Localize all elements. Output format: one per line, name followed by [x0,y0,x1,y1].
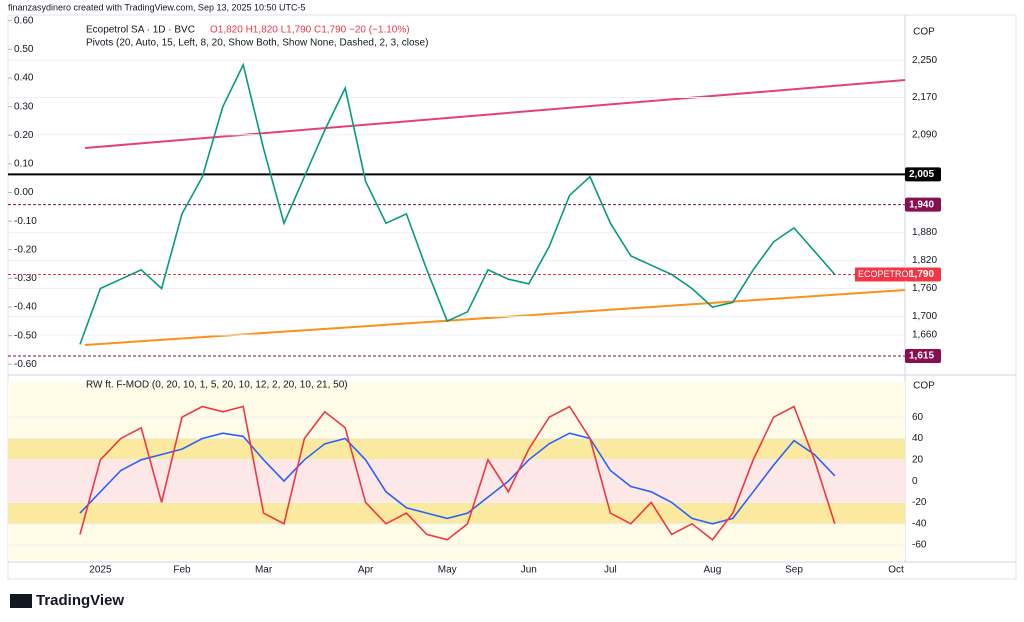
price-tag-label: 1,615 [909,351,934,362]
y-tick-label: 1,760 [912,283,937,294]
y-tick-label: 0 [912,476,918,487]
price-tag-label: 1,790 [909,269,934,280]
credit: finanzasydinero created with TradingView… [8,2,306,12]
y-tick-label: -20 [912,497,927,508]
y2-tick-label: -0.30 [14,273,37,284]
y-tick-label: 20 [912,454,924,465]
y-tick-label: 1,660 [912,330,937,341]
y2-tick-label: -0.50 [14,330,37,341]
trend-line [84,79,906,149]
frame [7,14,1017,580]
y-tick-label: 2,090 [912,129,937,140]
y-tick-label: -60 [912,540,927,551]
x-tick-label: May [438,565,457,576]
y-tick-label: 1,820 [912,255,937,266]
price-tag-label: 2,005 [909,169,934,180]
series-line [79,62,836,345]
currency: COP [913,27,935,38]
symbol: Ecopetrol SA · 1D · BVC [86,25,195,36]
marks: 1,660 1,700 1,760 1,820 1,880 2,090 2,170 2,250… [8,15,941,576]
y2-tick-label: 0.50 [14,44,34,55]
x-tick-label: Aug [704,565,722,576]
pivots-label: Pivots (20, Auto, 15, Left, 8, 20, Show … [86,38,428,49]
brand: TradingView [36,592,124,609]
y2-tick-label: 0.10 [14,159,34,170]
y2-tick-label: -0.60 [14,359,37,370]
y2-tick-label: -0.40 [14,302,37,313]
y2-tick-label: -0.10 [14,216,37,227]
y2-tick-label: 0.60 [14,15,34,26]
y2-tick-label: -0.20 [14,244,37,255]
x-tick-label: 2025 [89,565,112,576]
y-tick-label: -40 [912,518,927,529]
y-tick-label: 1,700 [912,311,937,322]
x-tick-label: Jul [604,565,617,576]
trend-line [84,289,906,346]
price-tag [905,267,941,282]
y-tick-label: 1,880 [912,227,937,238]
zone [8,382,905,439]
series-line [79,405,836,541]
x-tick-label: Mar [255,565,273,576]
oscillator-title: RW ft. F-MOD (0, 20, 10, 1, 5, 20, 10, 1… [86,380,348,391]
price-tag [905,167,941,182]
zone [8,523,905,560]
x-tick-label: Feb [173,565,191,576]
y-tick-label: 40 [912,433,924,444]
y-tick-label: 2,170 [912,92,937,103]
zone [8,502,905,524]
last-label: ECOPETROL [858,269,914,279]
price-tag-label: 1,940 [909,199,934,210]
x-tick-label: Apr [358,565,374,576]
zone [8,438,905,460]
last-label-box [855,267,905,282]
x-tick-label: Jun [521,565,537,576]
currency: COP [913,381,935,392]
logo-mark [10,594,32,608]
y-tick-label: 60 [912,412,924,423]
price-tag [905,349,941,364]
y-tick-label: 2,250 [912,55,937,66]
price-tag [905,197,941,212]
y2-tick-label: 0.40 [14,73,34,84]
y2-tick-label: 0.00 [14,187,34,198]
y2-tick-label: 0.30 [14,101,34,112]
y2-tick-label: 0.20 [14,130,34,141]
ohlc: O1,820 H1,820 L1,790 C1,790 −20 (−1.10%) [210,25,410,36]
series-line [79,432,836,525]
x-tick-label: Oct [888,565,904,576]
x-tick-label: Sep [785,565,803,576]
